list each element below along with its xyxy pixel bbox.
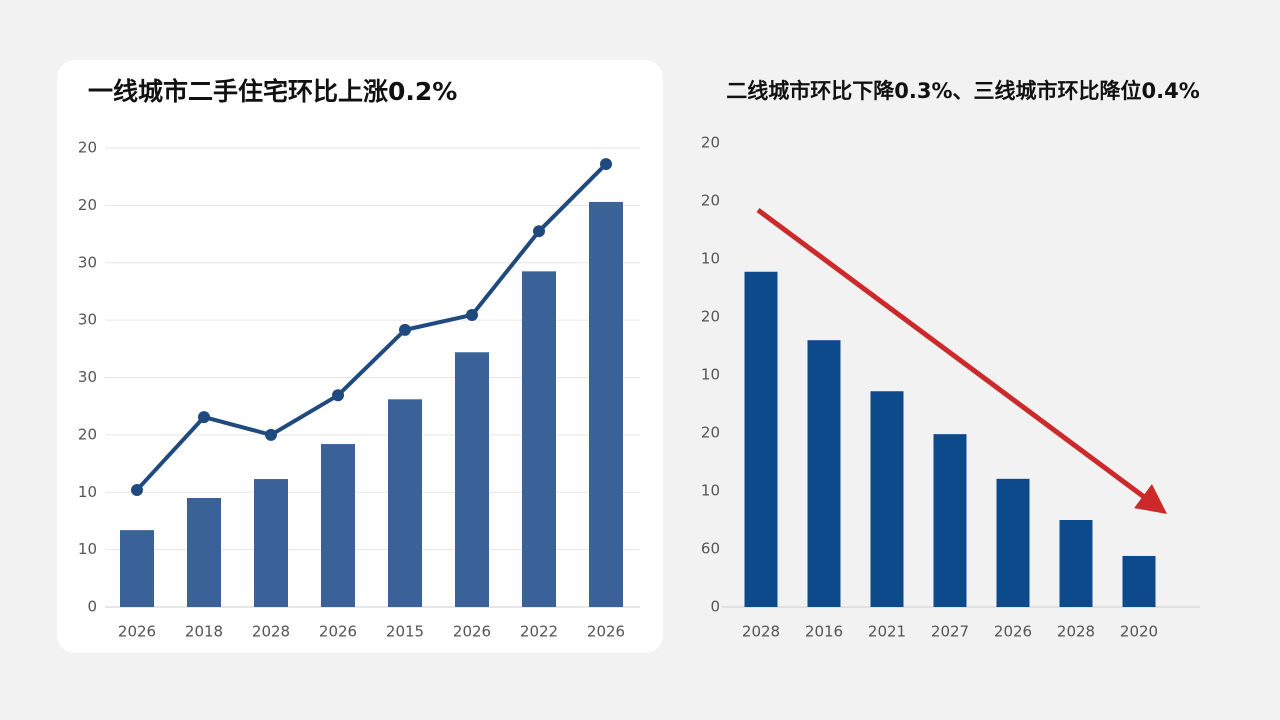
x-tick-label: 2026 bbox=[453, 623, 491, 641]
x-tick-label: 2021 bbox=[868, 623, 906, 641]
x-tick-label: 2026 bbox=[587, 623, 625, 641]
bar bbox=[744, 271, 778, 607]
x-tick-label: 2020 bbox=[1120, 623, 1158, 641]
bar bbox=[870, 391, 904, 607]
y-tick-label: 20 bbox=[78, 196, 97, 214]
y-tick-label: 30 bbox=[78, 311, 97, 329]
bar bbox=[187, 497, 221, 607]
y-tick-label: 10 bbox=[701, 366, 720, 384]
bar bbox=[1059, 520, 1093, 607]
trend-arrow bbox=[756, 207, 1168, 514]
y-tick-label: 20 bbox=[78, 425, 97, 443]
line-point bbox=[332, 389, 344, 402]
line-point bbox=[399, 323, 411, 336]
x-tick-label: 2027 bbox=[931, 623, 969, 641]
y-tick-label: 30 bbox=[78, 253, 97, 271]
bar bbox=[589, 201, 623, 607]
line bbox=[135, 162, 608, 492]
x-tick-label: 2015 bbox=[386, 623, 424, 641]
y-tick-label: 10 bbox=[701, 482, 720, 500]
y-tick-label: 20 bbox=[78, 139, 97, 157]
bar bbox=[321, 444, 355, 607]
x-tick-label: 2026 bbox=[118, 623, 156, 641]
line-point bbox=[265, 428, 277, 441]
y-tick-label: 20 bbox=[701, 424, 720, 442]
x-tick-label: 2018 bbox=[185, 623, 223, 641]
y-tick-label: 0 bbox=[87, 598, 97, 616]
bar bbox=[254, 479, 288, 607]
line-point bbox=[533, 225, 545, 238]
bar bbox=[807, 340, 841, 607]
line-point bbox=[198, 411, 210, 424]
bar bbox=[996, 478, 1030, 607]
bar bbox=[455, 352, 489, 607]
chart-title: 二线城市环比下降0.3%、三线城市环比降位0.4% bbox=[726, 79, 1199, 103]
bar bbox=[388, 399, 422, 607]
x-tick-label: 2028 bbox=[742, 623, 780, 641]
y-tick-label: 0 bbox=[710, 598, 720, 616]
x-tick-label: 2026 bbox=[319, 623, 357, 641]
bar bbox=[1122, 555, 1156, 607]
x-tick-label: 2026 bbox=[994, 623, 1032, 641]
y-tick-label: 10 bbox=[78, 483, 97, 501]
y-tick-label: 60 bbox=[701, 540, 720, 558]
x-tick-label: 2028 bbox=[252, 623, 290, 641]
x-tick-label: 2016 bbox=[805, 623, 843, 641]
y-tick-label: 20 bbox=[701, 308, 720, 326]
y-tick-label: 10 bbox=[78, 540, 97, 558]
y-tick-label: 20 bbox=[701, 192, 720, 210]
x-tick-label: 2028 bbox=[1057, 623, 1095, 641]
chart-title: 一线城市二手住宅环比上涨0.2% bbox=[88, 77, 457, 106]
bar bbox=[522, 271, 556, 607]
line-point bbox=[466, 308, 478, 321]
y-tick-label: 20 bbox=[701, 134, 720, 152]
x-tick-label: 2022 bbox=[520, 623, 558, 641]
line-point bbox=[131, 483, 143, 496]
y-tick-label: 30 bbox=[78, 368, 97, 386]
line-point bbox=[600, 158, 612, 171]
bar bbox=[120, 530, 154, 607]
bar bbox=[933, 434, 967, 607]
chart-left: 0 10 10 20 30 30 30 20 20 2026 2018 2028 2026 2015 202… bbox=[78, 139, 640, 641]
y-tick-label: 10 bbox=[701, 250, 720, 268]
